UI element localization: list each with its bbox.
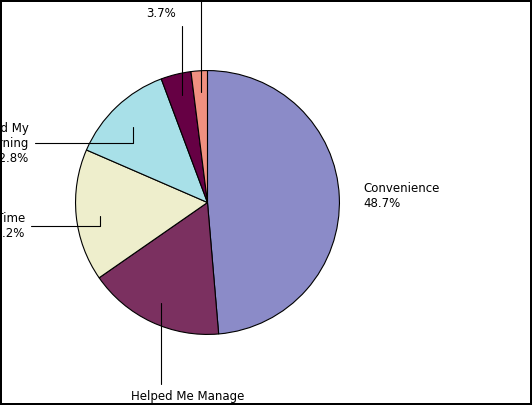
Wedge shape <box>99 202 219 335</box>
Wedge shape <box>87 79 207 202</box>
Wedge shape <box>76 150 207 278</box>
Wedge shape <box>191 70 207 202</box>
Text: Other
2.0%: Other 2.0% <box>201 0 238 92</box>
Text: No Benefits
3.7%: No Benefits 3.7% <box>127 0 195 95</box>
Wedge shape <box>161 72 207 202</box>
Text: Helped Me Manage
My Class Activities
16.7%: Helped Me Manage My Class Activities 16.… <box>131 303 244 405</box>
Wedge shape <box>207 70 339 334</box>
Text: Saved Me Time
16.2%: Saved Me Time 16.2% <box>0 212 100 240</box>
Text: Improved My
Learning
12.8%: Improved My Learning 12.8% <box>0 122 133 164</box>
Text: Convenience
48.7%: Convenience 48.7% <box>363 182 439 210</box>
